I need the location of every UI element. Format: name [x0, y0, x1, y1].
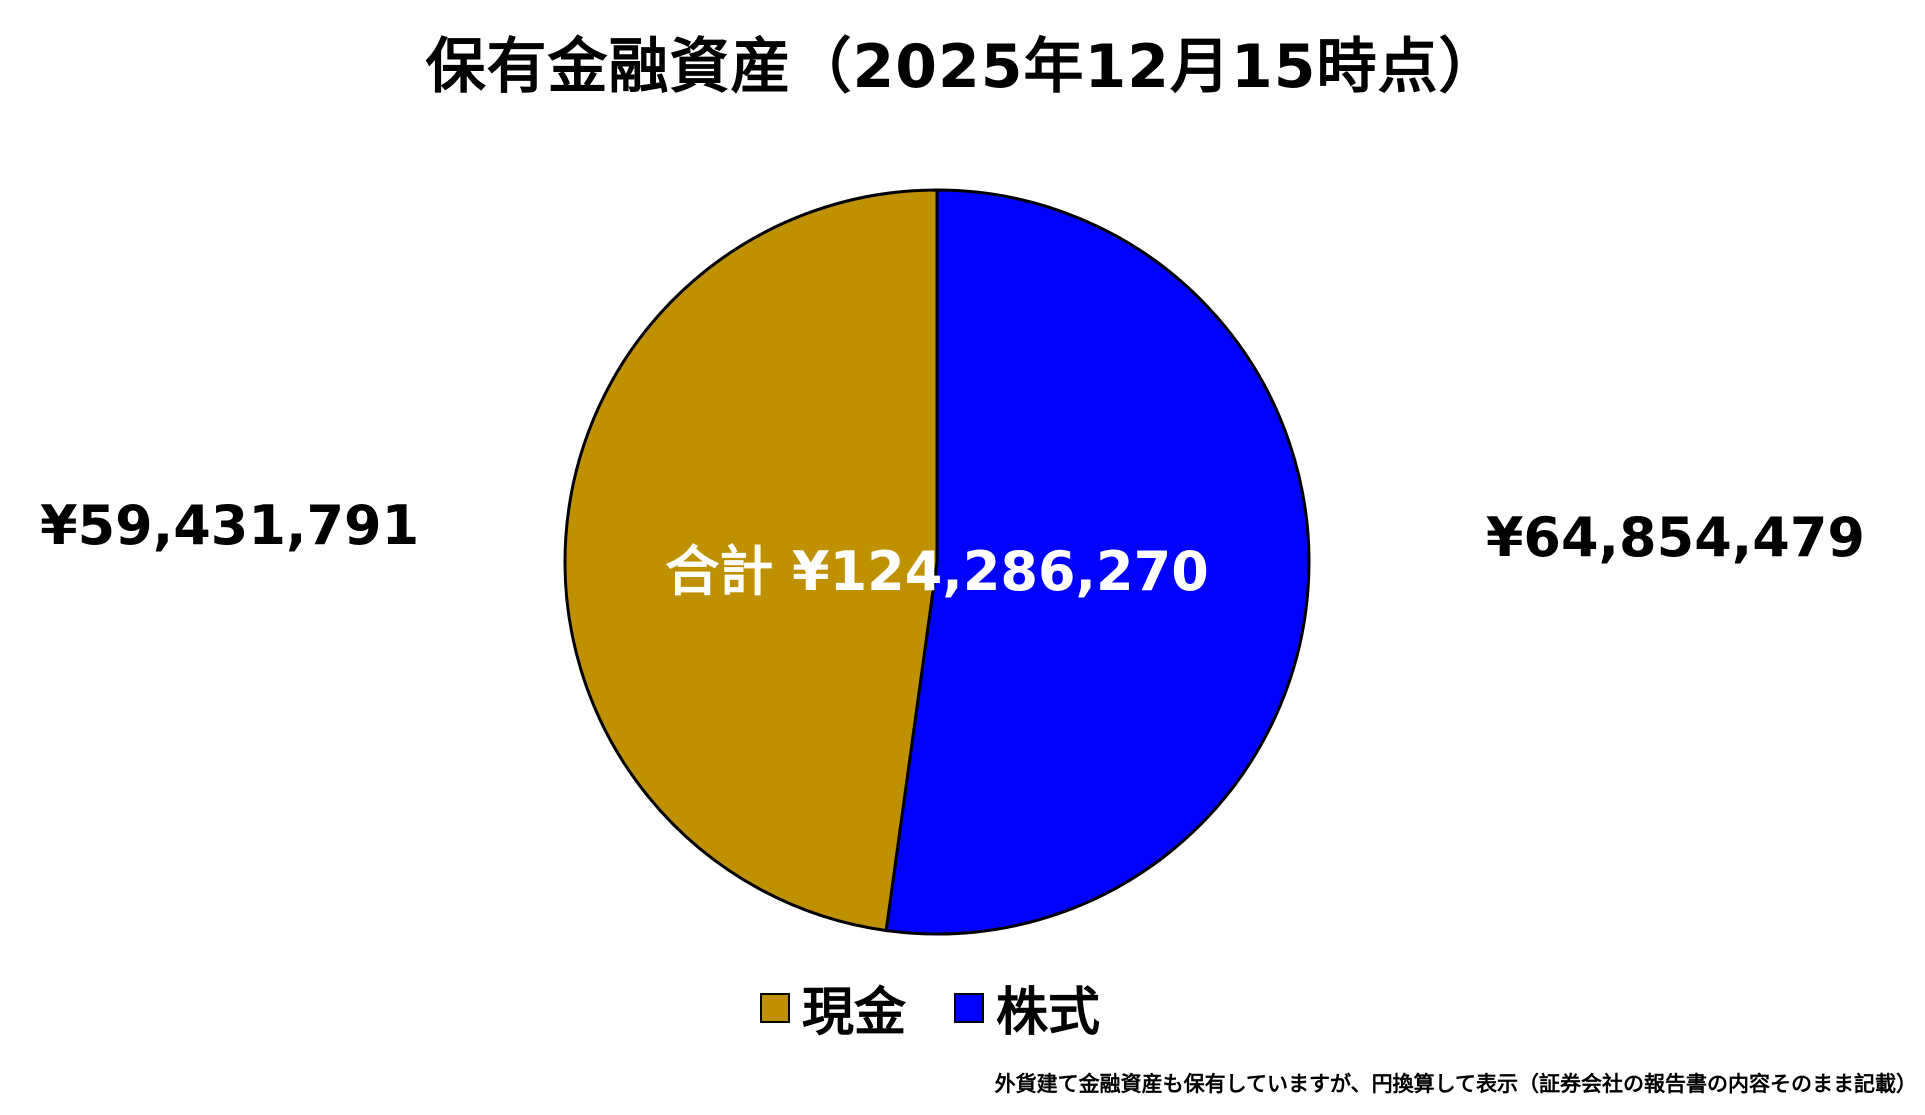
legend-item-cash: 現金: [760, 970, 906, 1045]
legend-swatch-stock: [954, 992, 985, 1023]
legend-label-stock: 株式: [996, 983, 1101, 1043]
legend-label-cash: 現金: [802, 983, 907, 1043]
data-label-cash: ¥59,431,791: [40, 494, 420, 557]
total-label: 合計 ¥124,286,270: [665, 540, 1209, 603]
legend: 現金 株式: [760, 970, 1148, 1045]
pie-slice-stock: [884, 188, 1311, 936]
footnote: 外貨建て金融資産も保有していますが、円換算して表示（証券会社の報告書の内容そのま…: [994, 1072, 1917, 1096]
legend-item-stock: 株式: [954, 970, 1100, 1045]
data-label-stock: ¥64,854,479: [1485, 506, 1865, 569]
legend-swatch-cash: [760, 992, 790, 1023]
chart-title: 保有金融資産（2025年12月15時点）: [425, 32, 1500, 102]
pie-slice-cash: [563, 188, 939, 933]
